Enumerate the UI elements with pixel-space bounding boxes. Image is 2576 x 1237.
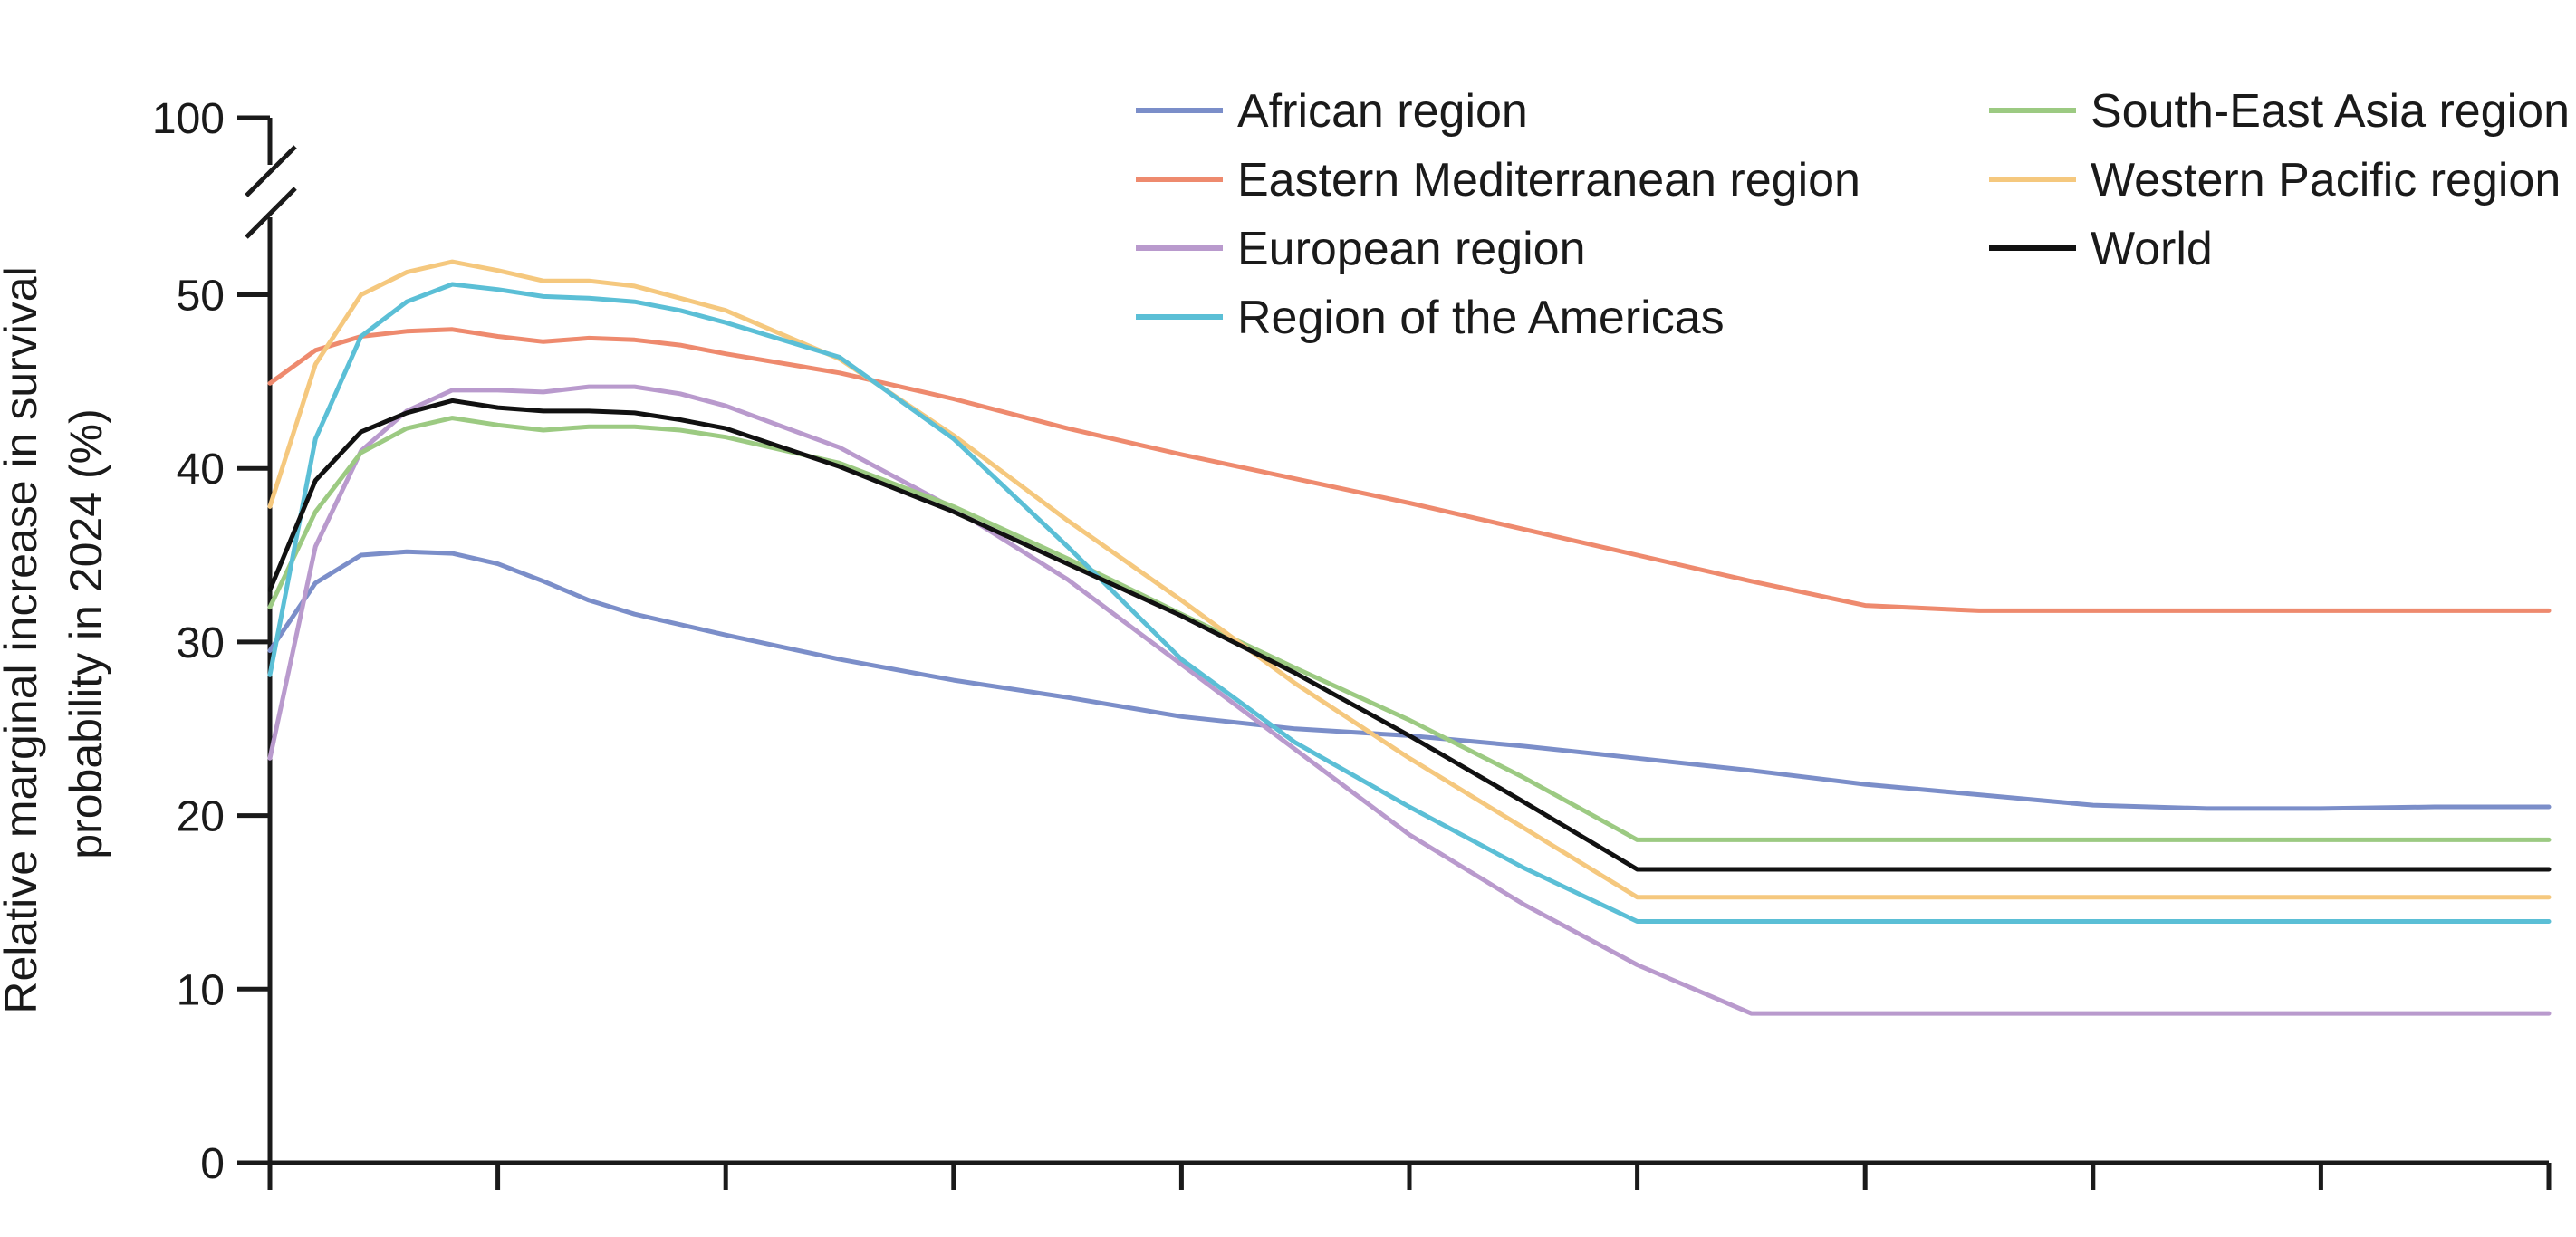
series-line-south-east-asia-region (267, 416, 2552, 842)
series-line-eastern-mediterranean-region (267, 327, 2552, 613)
y-tick-label: 100 (152, 95, 225, 143)
y-tick-label: 10 (177, 966, 225, 1014)
x-axis-ticks (267, 1163, 2552, 1190)
y-axis-ticks: 0 10 20 30 40 50 100 (152, 95, 270, 1188)
y-tick-label: 40 (177, 446, 225, 494)
y-tick-label: 50 (177, 273, 225, 321)
y-tick-label: 30 (177, 619, 225, 667)
y-axis-label-line-1: Relative marginal increase in survival (0, 266, 46, 1013)
series-line-african-region (267, 549, 2552, 811)
y-axis-label-line-2: probability in 2024 (%) (61, 408, 111, 859)
series-line-region-of-the-americas (267, 282, 2552, 924)
legend-label-european-region: European region (1237, 223, 1586, 275)
series-line-world (267, 398, 2552, 872)
y-tick-label: 0 (200, 1140, 225, 1188)
series-lines (267, 259, 2552, 1016)
series-line-european-region (267, 384, 2552, 1016)
legend: African region Eastern Mediterranean regi… (1136, 85, 2570, 344)
axis-break-mark (245, 187, 297, 239)
legend-label-african-region: African region (1237, 85, 1528, 138)
y-axis-label: Relative marginal increase in survival p… (0, 254, 111, 1013)
y-tick-label: 20 (177, 793, 225, 841)
legend-label-south-east-asia-region: South-East Asia region (2091, 85, 2570, 138)
legend-label-western-pacific-region: Western Pacific region (2091, 154, 2561, 206)
legend-label-region-of-the-americas: Region of the Americas (1237, 292, 1725, 344)
legend-label-eastern-mediterranean-region: Eastern Mediterranean region (1237, 154, 1860, 206)
legend-label-world: World (2091, 223, 2213, 275)
axis-break-mark (245, 145, 297, 197)
series-line-western-pacific-region (267, 259, 2552, 900)
